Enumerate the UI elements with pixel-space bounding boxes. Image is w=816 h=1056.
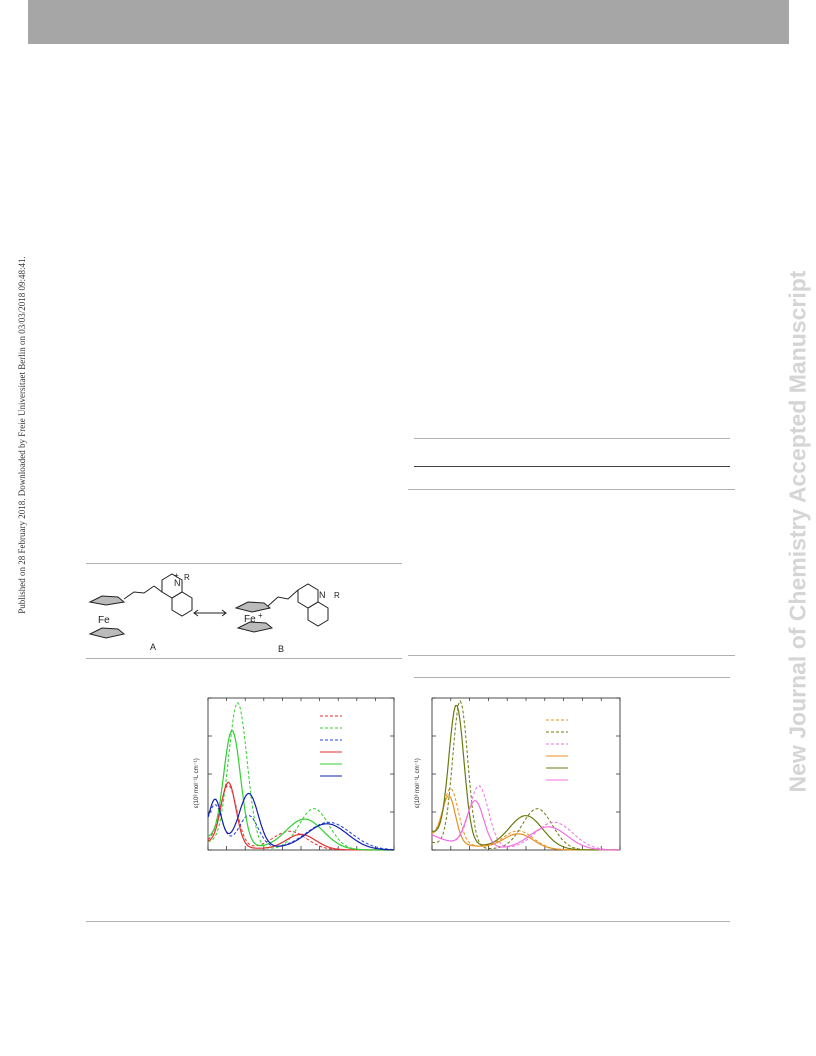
spectrum-line-4 [431,795,620,851]
vinyl-linker-a [123,585,155,600]
spectrum-line-5 [431,704,620,851]
cp-ring-top-a [88,595,126,606]
structure-label-b: B [278,644,284,654]
cp-ring-top-b [234,601,272,613]
cp-ring-bottom-a [88,627,126,639]
table-footer-rule [414,677,730,678]
table-bottom-rule [408,655,735,656]
table-body-rule [408,489,735,490]
spectrum-line-2 [207,701,394,851]
cp-ring-bottom-b [236,621,274,633]
nitrogen-label-b: N [319,590,326,600]
scheme-bottom-rule [86,658,402,659]
substituent-label-b: R [334,591,340,600]
scheme-top-rule [86,563,402,564]
spectrum-line-3 [207,804,395,851]
spectrum-line-6 [207,792,394,851]
spectrum-line-6 [431,800,620,851]
y-axis-label-left: ε(10³ mol⁻¹L cm⁻¹) [194,758,200,808]
spectrum-line-1 [207,784,394,851]
header-bar [28,0,789,44]
vinyl-linker-b [267,589,299,607]
nitrogen-label-a: N [174,578,181,588]
absorption-chart-left: ε(10³ mol⁻¹L cm⁻¹) [194,697,395,851]
plot-frame-left [207,697,395,851]
quinoline-ring-b1 [297,583,319,609]
quinoline-ring-a2 [171,591,193,617]
structure-label-a: A [150,642,156,652]
absorption-chart-right: ε(10³ mol⁻¹L cm⁻¹) [415,697,621,851]
charge-label-b: + [258,611,263,620]
substituent-label-a: R [184,573,190,582]
resonance-scheme: Fe Fe + + N R N R A B [88,571,340,654]
spectrum-line-4 [207,781,394,851]
download-notice-text: Published on 28 February 2018. Downloade… [17,256,27,614]
journal-watermark: New Journal of Chemistry Accepted Manusc… [785,0,811,1056]
table-top-rule [414,438,730,439]
quinoline-ring-b2 [307,601,329,627]
journal-watermark-text: New Journal of Chemistry Accepted Manusc… [784,270,811,793]
charge-label-a: + [174,571,179,580]
download-notice: Published on 28 February 2018. Downloade… [12,0,27,1056]
metal-label-a: Fe [98,615,110,626]
table-header-rule [414,466,730,467]
spectrum-line-3 [431,785,620,851]
spectrum-line-5 [207,730,394,851]
y-axis-label-right: ε(10³ mol⁻¹L cm⁻¹) [415,758,421,808]
page-bottom-rule [86,921,730,922]
metal-label-b: Fe [244,614,256,625]
